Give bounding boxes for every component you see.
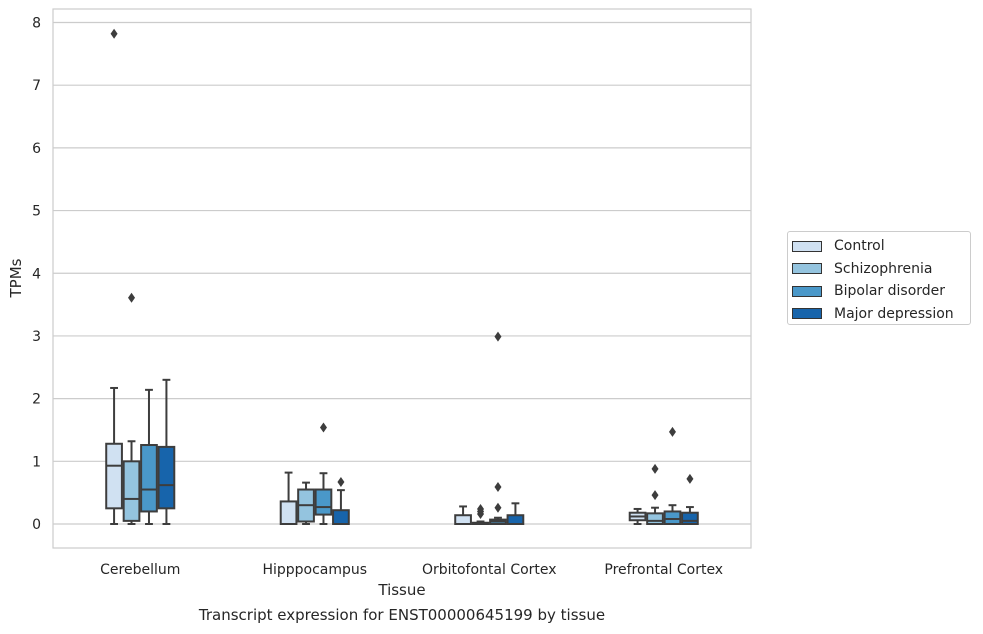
outlier-point — [477, 503, 485, 514]
legend-item: Schizophrenia — [792, 258, 970, 281]
y-tick-label: 8 — [32, 16, 41, 32]
legend-swatch — [792, 308, 822, 320]
box-iqr — [157, 445, 176, 510]
outlier-point — [494, 482, 502, 493]
outlier-point — [319, 422, 327, 433]
y-axis-ticks: 0 1 2 3 4 5 6 7 8 — [32, 16, 41, 534]
box-iqr — [314, 488, 333, 516]
y-tick-label: 1 — [32, 454, 41, 470]
series-major-depression — [157, 378, 699, 526]
x-tick-label: Prefrontal Cortex — [604, 562, 723, 578]
y-tick-label: 4 — [32, 266, 41, 282]
box-iqr — [105, 442, 123, 510]
legend-label: Major depression — [834, 305, 954, 322]
legend: Control Schizophrenia Bipolar disorder Majo… — [787, 231, 971, 325]
outlier-point — [651, 463, 659, 474]
legend-item: Major depression — [792, 303, 970, 326]
outlier-point — [337, 476, 345, 487]
legend-label: Control — [834, 238, 885, 255]
series-bipolar-disorder — [140, 331, 682, 526]
box-iqr — [454, 514, 472, 526]
box-iqr — [681, 511, 699, 525]
legend-swatch — [792, 263, 822, 275]
box-iqr — [663, 510, 682, 525]
y-tick-label: 5 — [32, 204, 41, 220]
legend-label: Bipolar disorder — [834, 283, 946, 300]
outlier-point — [494, 331, 502, 342]
box-iqr — [279, 500, 298, 525]
outlier-point — [686, 473, 694, 484]
y-tick-label: 2 — [32, 392, 41, 408]
x-tick-label: Cerebellum — [100, 562, 180, 578]
legend-label: Schizophrenia — [834, 260, 933, 277]
legend-item: Bipolar disorder — [792, 280, 970, 303]
legend-item: Control — [792, 235, 970, 258]
chart-title: Transcript expression for ENST0000064519… — [198, 606, 606, 624]
x-tick-label: Orbitofontal Cortex — [422, 562, 557, 578]
legend-swatch — [792, 240, 822, 252]
outlier-point — [110, 28, 118, 39]
x-axis-ticks: Cerebellum Hipppocampus Orbitofontal Corte… — [100, 562, 723, 578]
series-control — [105, 28, 647, 526]
outlier-point — [651, 490, 659, 501]
outlier-point — [128, 292, 136, 303]
y-tick-label: 7 — [32, 78, 41, 94]
box-series — [105, 28, 699, 526]
legend-swatch — [792, 285, 822, 297]
box-iqr — [140, 444, 158, 513]
series-schizophrenia — [122, 292, 664, 526]
y-tick-label: 3 — [32, 329, 41, 345]
x-axis-label: Tissue — [377, 581, 425, 599]
y-tick-label: 0 — [32, 517, 41, 533]
outlier-point — [668, 426, 676, 437]
y-tick-label: 6 — [32, 141, 41, 157]
box-iqr — [122, 460, 141, 522]
outlier-point — [494, 502, 502, 513]
y-axis-label: TPMs — [7, 258, 25, 298]
box-iqr — [646, 512, 664, 526]
box-iqr — [506, 514, 525, 526]
x-tick-label: Hipppocampus — [262, 562, 367, 578]
box-iqr — [332, 509, 350, 525]
